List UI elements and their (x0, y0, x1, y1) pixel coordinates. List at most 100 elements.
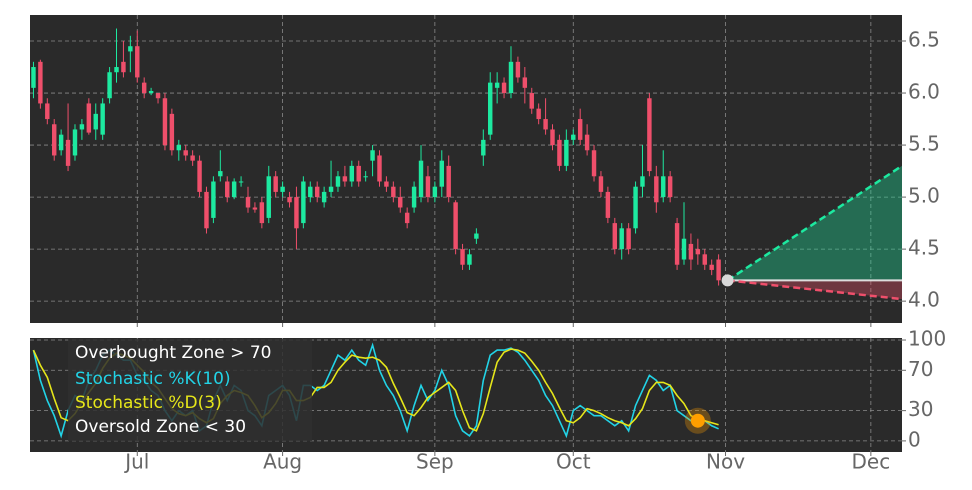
candle-body (335, 176, 341, 187)
candle-body (31, 67, 36, 88)
candle-body (640, 176, 645, 187)
candle-body (384, 181, 389, 187)
candle-body (238, 181, 244, 183)
candle-body (370, 150, 375, 161)
candle-body (314, 186, 320, 198)
forecast-down-area (727, 280, 902, 300)
candle-body (702, 254, 707, 265)
y-tick-label: 100 (908, 327, 946, 351)
candle-body (245, 197, 251, 208)
y-tick-label: 5.0 (908, 184, 940, 208)
candle-body (598, 176, 604, 192)
legend: Overbought Zone > 70 Stochastic %K(10) S… (68, 339, 312, 441)
legend-entry: Stochastic %D(3) (75, 393, 222, 413)
candle-body (515, 61, 521, 78)
candle-body (508, 61, 514, 94)
candle-body (391, 186, 396, 198)
candle-body (460, 249, 465, 265)
candle-body (121, 61, 126, 73)
candle-body (584, 134, 590, 151)
candle-body (301, 181, 306, 224)
legend-entry: Stochastic %K(10) (75, 369, 231, 389)
candle-body (571, 134, 576, 140)
y-tick-label: 5.5 (908, 132, 940, 156)
forecast-upper (726, 164, 903, 282)
candle-body (667, 176, 673, 198)
candle-body (328, 186, 334, 192)
y-tick-label: 30 (908, 397, 933, 421)
candle-body (605, 191, 611, 218)
candle-body (674, 223, 680, 265)
candle-body (287, 197, 292, 203)
legend-box (68, 339, 312, 441)
forecast-lower (727, 279, 903, 301)
candle-body (709, 264, 714, 270)
candle-body (716, 259, 721, 281)
candle-body (52, 124, 57, 156)
candle-body (425, 176, 431, 198)
candle-body (612, 223, 618, 250)
candle-body (398, 197, 403, 208)
candle-body (155, 93, 161, 99)
candle-body (218, 171, 223, 177)
candle-body (356, 165, 361, 182)
candle-body (404, 212, 410, 224)
candle-body (141, 82, 147, 94)
candle-body (321, 191, 327, 203)
candle-body (695, 249, 701, 255)
candle-body (688, 243, 694, 260)
candle-body (488, 82, 493, 135)
y-tick-label: 4.0 (908, 288, 940, 312)
candle-body (557, 139, 562, 166)
candle-body (522, 77, 528, 88)
candle-body (377, 155, 382, 182)
candle-body (107, 72, 112, 99)
candle-body (432, 186, 438, 198)
candle-body (681, 238, 687, 260)
legend-entry: Oversold Zone < 30 (75, 417, 246, 437)
candle-body (176, 145, 182, 151)
candle-body (225, 181, 230, 198)
x-tick-label: Jul (123, 450, 149, 474)
candle-body (280, 186, 285, 192)
candle-body (654, 176, 659, 203)
candle-body (467, 254, 472, 265)
candle-body (45, 103, 50, 120)
y-tick-label: 0 (908, 427, 921, 451)
candle-body (294, 197, 299, 229)
candle-body (100, 103, 105, 135)
candle-body (543, 119, 548, 130)
candle-body (169, 113, 175, 151)
candle-body (564, 139, 569, 166)
candle-body (439, 160, 444, 187)
candle-body (273, 176, 278, 192)
candle-body (114, 67, 119, 73)
candle-body (79, 124, 85, 130)
candle-body (619, 228, 624, 250)
candle-body (446, 165, 451, 198)
candle-body (183, 150, 188, 156)
candle-body (259, 202, 265, 224)
candle-body (252, 207, 258, 210)
candle-body (135, 46, 140, 78)
candle-body (93, 113, 98, 130)
signal-point (690, 413, 705, 428)
legend-entry: Overbought Zone > 70 (75, 343, 271, 363)
price-panel (30, 15, 902, 323)
candle-body (190, 155, 195, 161)
candle-body (349, 165, 355, 182)
candle-body (58, 134, 64, 151)
candle-body (577, 119, 583, 140)
y-tick-label: 4.5 (908, 236, 940, 260)
candle-body (481, 139, 486, 156)
candle-body (148, 90, 154, 94)
candle-body (626, 228, 631, 250)
candle-body (128, 46, 133, 52)
candle-body (633, 186, 638, 229)
y-tick-label: 6.5 (908, 28, 940, 52)
candle-body (494, 82, 500, 88)
candle-body (411, 186, 417, 208)
candle-body (204, 191, 209, 229)
candle-body (474, 233, 479, 239)
